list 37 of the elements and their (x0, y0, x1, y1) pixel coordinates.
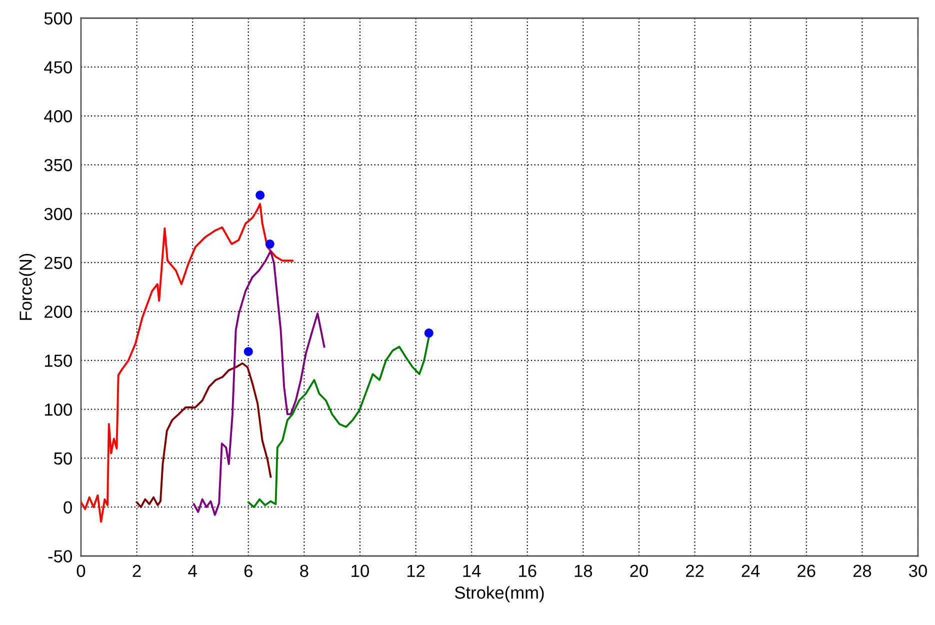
x-tick-label: 26 (798, 564, 816, 578)
point (244, 347, 253, 356)
x-axis-title: Stroke(mm) (454, 586, 544, 602)
line-series (136, 362, 272, 508)
point (265, 240, 274, 249)
y-tick-label: 350 (44, 158, 72, 172)
x-tick-label: 10 (352, 564, 369, 578)
y-tick-label: 400 (44, 110, 72, 122)
x-tick-label: 2 (132, 564, 141, 577)
y-axis-title: Force(N) (19, 254, 36, 320)
line-series (192, 250, 326, 516)
y-tick-label: 150 (45, 354, 72, 367)
x-tick-label: 4 (188, 564, 197, 577)
x-tick-label: 24 (742, 564, 760, 577)
y-tick-label: -50 (48, 550, 72, 562)
x-tick-label: 14 (463, 564, 481, 577)
y-tick-label: 450 (44, 61, 72, 74)
y-tick-label: 300 (44, 208, 72, 220)
point (256, 190, 265, 200)
y-tick-label: 50 (54, 452, 72, 465)
y-tick-label: 500 (44, 12, 72, 25)
x-tick-label: 18 (574, 564, 592, 578)
x-tick-label: 0 (76, 564, 86, 578)
y-tick-label: 100 (45, 403, 72, 416)
x-tick-label: 6 (244, 564, 252, 578)
x-tick-label: 22 (686, 564, 704, 577)
x-tick-label: 12 (407, 564, 425, 577)
x-tick-label: 16 (519, 564, 536, 578)
x-tick-label: 20 (630, 564, 648, 578)
y-tick-label: 0 (64, 501, 72, 514)
x-tick-label: 8 (300, 564, 308, 578)
line-series (80, 202, 294, 523)
y-tick-label: 250 (44, 256, 72, 270)
point (424, 328, 434, 338)
x-tick-label: 30 (908, 564, 927, 578)
y-tick-label: 200 (44, 306, 72, 318)
x-tick-label: 28 (853, 564, 872, 578)
